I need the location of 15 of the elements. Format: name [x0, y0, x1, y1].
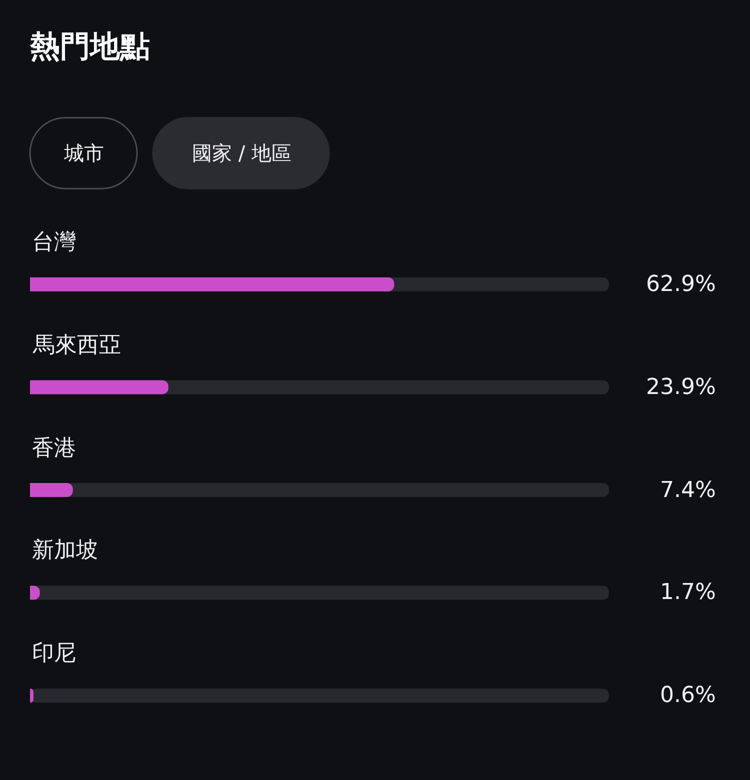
data-label: 23.9%: [646, 375, 716, 400]
y-tick-label: 新加坡: [32, 538, 98, 563]
text: 城市: [63, 141, 104, 165]
data-label: 0.6%: [660, 683, 716, 708]
y-tick-label: 印尼: [32, 641, 76, 666]
text: 國家 / 地區: [192, 141, 292, 165]
bar: [30, 483, 73, 497]
data-label: 62.9%: [646, 272, 716, 297]
y-tick-label: 台灣: [32, 230, 76, 255]
chart-title: 熱門地點: [29, 30, 150, 64]
bar: [30, 380, 168, 394]
data-label: 7.4%: [660, 478, 716, 503]
y-tick-label: 馬來西亞: [32, 333, 121, 358]
y-tick-label: 香港: [32, 436, 76, 461]
data-label: 1.7%: [660, 580, 716, 605]
